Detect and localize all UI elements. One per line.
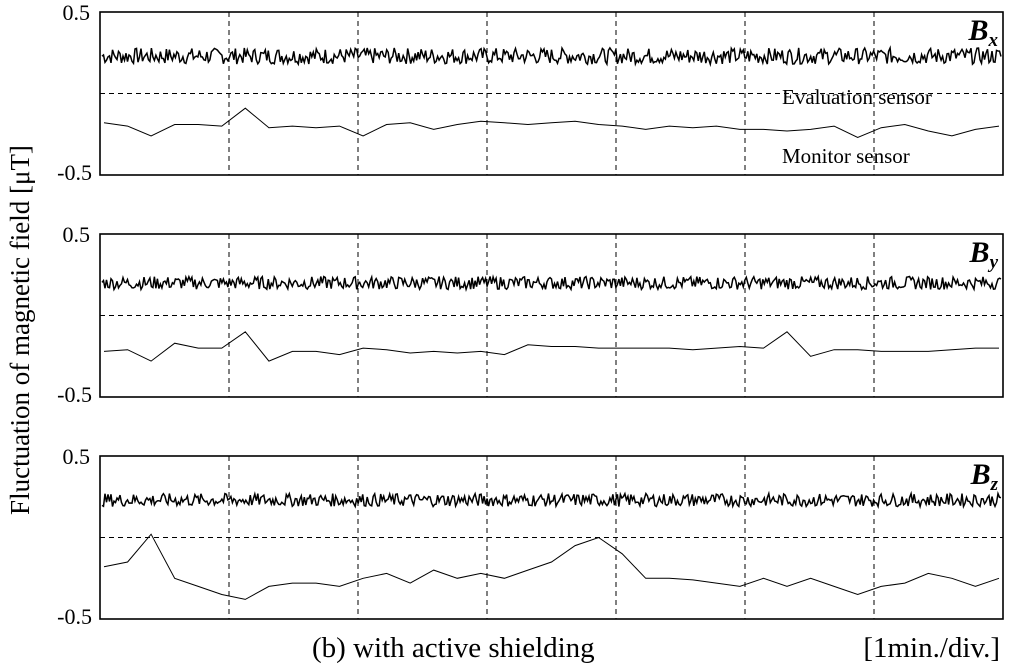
monitor-sensor-line bbox=[103, 331, 999, 362]
component-symbol: B bbox=[969, 236, 990, 269]
component-subscript: x bbox=[988, 30, 999, 51]
evaluation-sensor-line bbox=[101, 274, 1002, 292]
component-label: Bx bbox=[967, 14, 998, 51]
component-label: By bbox=[969, 236, 999, 273]
panel-z: 0.5 -0.5 Bz bbox=[57, 444, 1004, 629]
y-tick-label-bottom: -0.5 bbox=[57, 160, 92, 185]
y-tick-label-top: 0.5 bbox=[63, 222, 91, 247]
evaluation-sensor-line bbox=[101, 45, 1002, 68]
y-axis-label: Fluctuation of magnetic field [μT] bbox=[5, 145, 35, 515]
figure-caption: (b) with active shielding bbox=[312, 632, 595, 664]
monitor-sensor-line bbox=[103, 107, 1000, 139]
y-tick-label-top: 0.5 bbox=[63, 444, 91, 469]
component-subscript: z bbox=[990, 474, 999, 495]
time-unit-label: [1min./div.] bbox=[863, 632, 1000, 664]
annotation-evaluation-sensor: Evaluation sensor bbox=[782, 85, 932, 109]
panel-y: 0.5 -0.5 By bbox=[57, 222, 1004, 407]
panel-x: 0.5 -0.5 Bx Evaluation sensor Monitor sensor bbox=[57, 0, 1004, 185]
annotation-monitor-sensor: Monitor sensor bbox=[782, 144, 910, 168]
evaluation-sensor-line bbox=[101, 490, 1002, 510]
y-tick-label-top: 0.5 bbox=[63, 0, 91, 25]
y-tick-label-bottom: -0.5 bbox=[57, 382, 92, 407]
component-label: Bz bbox=[970, 458, 999, 495]
component-subscript: y bbox=[988, 252, 999, 273]
y-tick-label-bottom: -0.5 bbox=[57, 604, 92, 629]
monitor-sensor-line bbox=[103, 533, 1000, 600]
component-symbol: B bbox=[967, 14, 988, 47]
component-symbol: B bbox=[970, 458, 991, 491]
